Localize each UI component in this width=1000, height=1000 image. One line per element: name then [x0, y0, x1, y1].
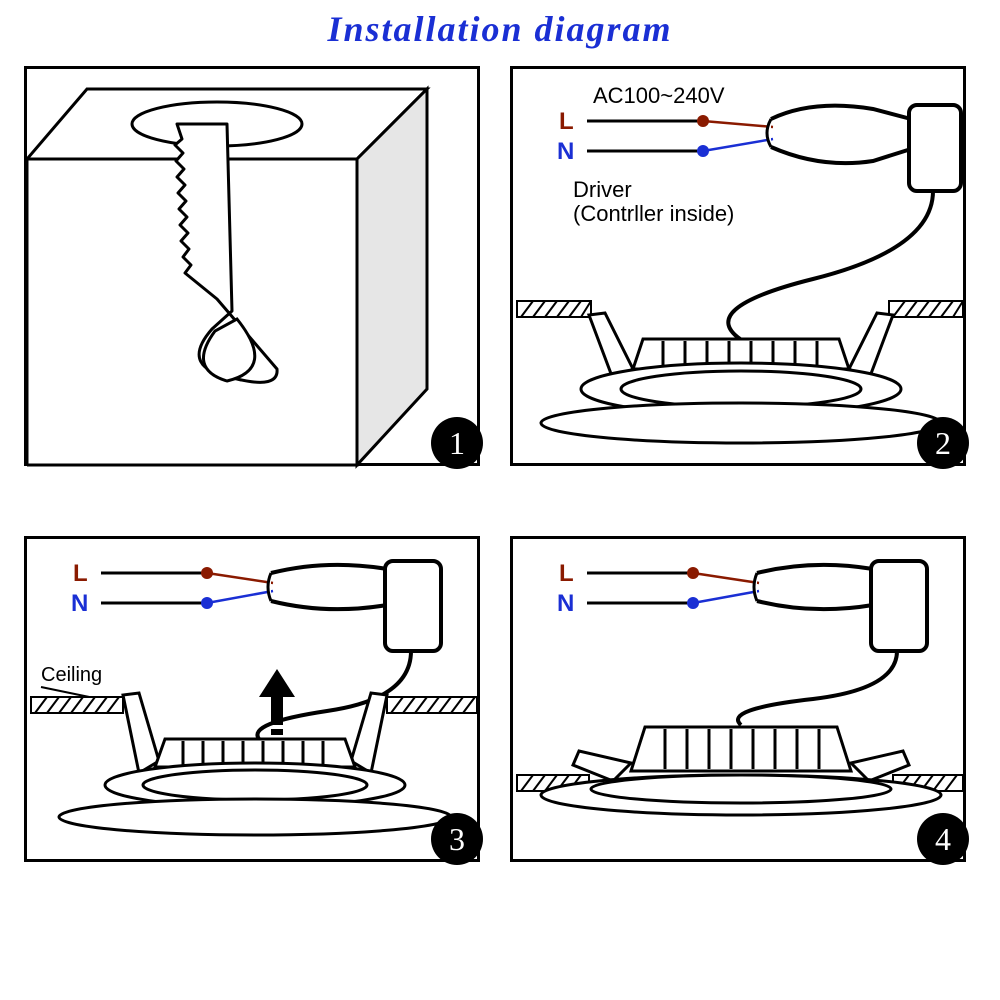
step4-illustration: L N — [513, 539, 969, 865]
page-title: Installation diagram — [0, 8, 1000, 50]
step-badge-1: 1 — [431, 417, 483, 469]
panel-step-3: L N Ceiling — [24, 536, 480, 862]
panel-step-4: L N — [510, 536, 966, 862]
svg-text:N: N — [557, 138, 574, 165]
step-badge-4: 4 — [917, 813, 969, 865]
step3-illustration: L N Ceiling — [27, 539, 483, 865]
svg-text:L: L — [559, 560, 574, 587]
step-badge-2: 2 — [917, 417, 969, 469]
svg-text:N: N — [557, 590, 574, 617]
panel-step-2: AC100~240V L N Driver (Contrller inside) — [510, 66, 966, 466]
step2-illustration: AC100~240V L N Driver (Contrller inside) — [513, 69, 969, 469]
panel-step-1: 1 — [24, 66, 480, 466]
step1-illustration — [27, 69, 483, 469]
step-badge-3: 3 — [431, 813, 483, 865]
svg-text:N: N — [71, 590, 88, 617]
svg-text:L: L — [559, 108, 574, 135]
svg-text:L: L — [73, 560, 88, 587]
svg-text:(Contrller inside): (Contrller inside) — [573, 201, 734, 226]
svg-text:AC100~240V: AC100~240V — [593, 83, 725, 108]
svg-text:Driver: Driver — [573, 177, 632, 202]
svg-text:Ceiling: Ceiling — [41, 664, 102, 686]
